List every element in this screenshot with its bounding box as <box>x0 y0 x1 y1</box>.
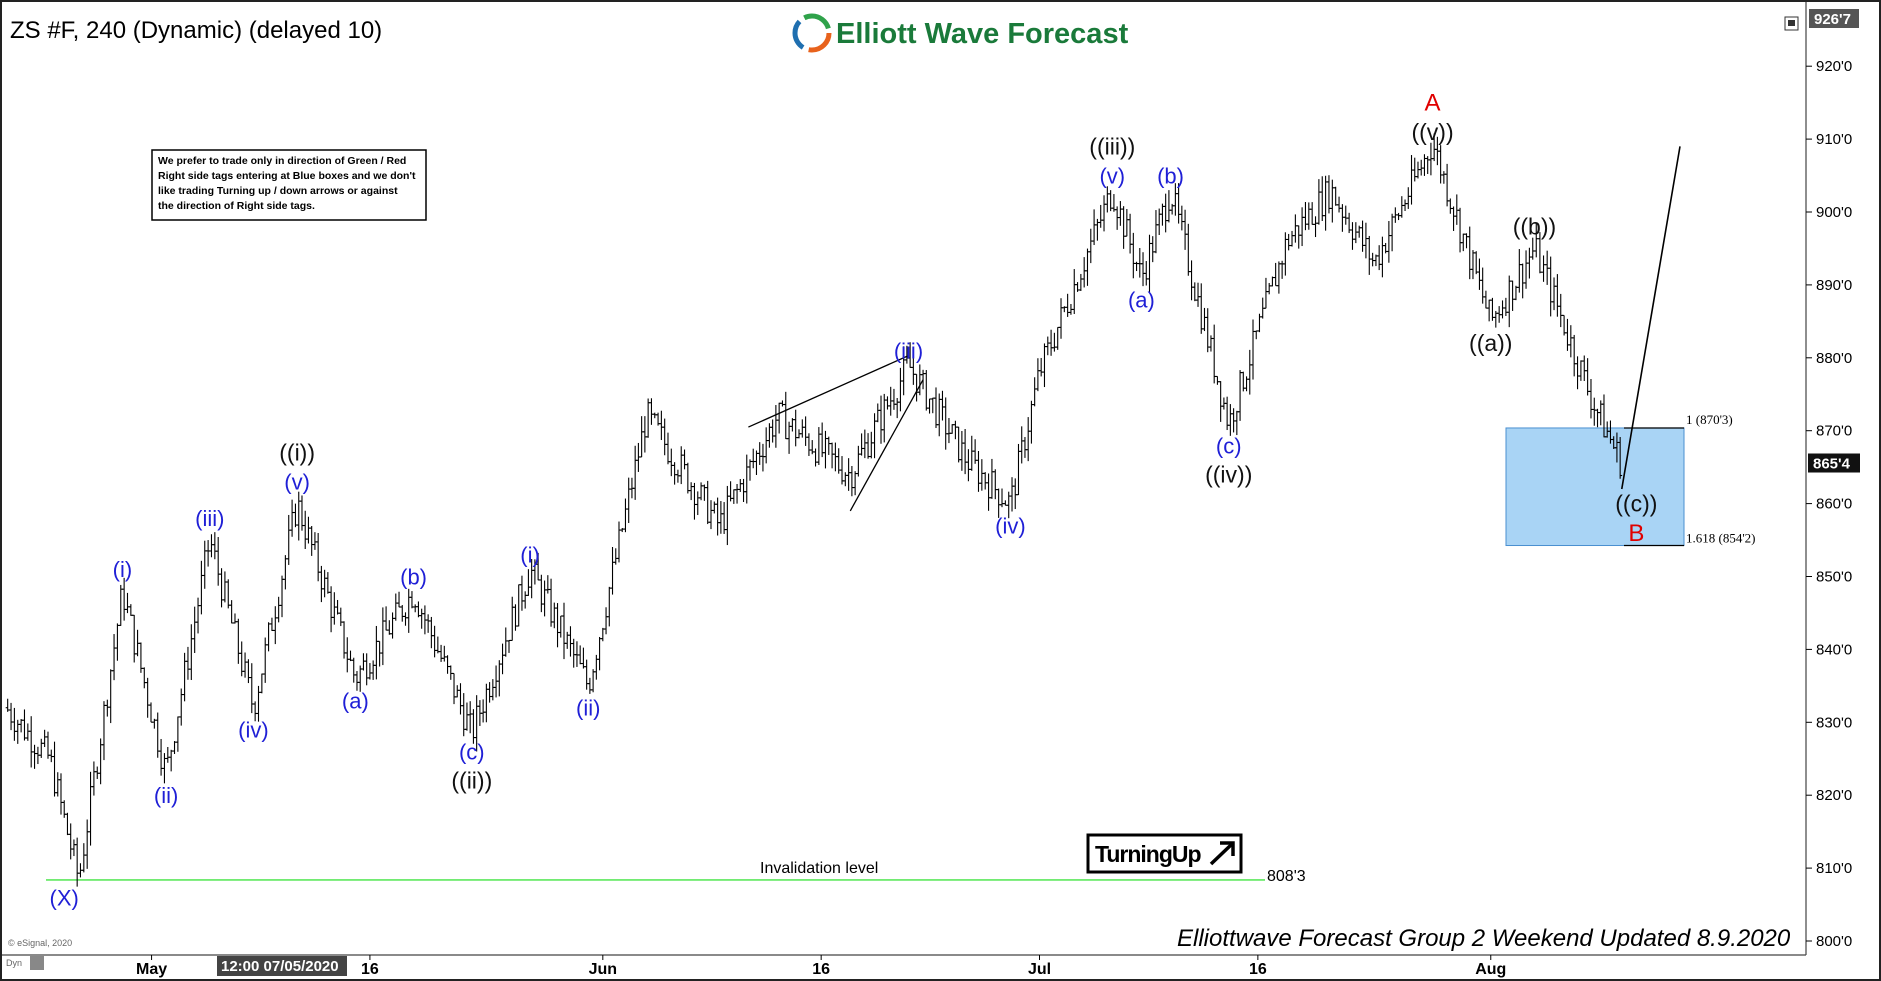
wave-label: (v) <box>284 470 310 495</box>
y-tick-label: 860'0 <box>1816 496 1852 513</box>
wave-label: ((v)) <box>1411 119 1453 145</box>
price-bars <box>5 133 1623 887</box>
x-tick-label: 16 <box>1249 961 1267 978</box>
wave-label: ((iv)) <box>1205 461 1252 487</box>
note-line: Right side tags entering at Blue boxes a… <box>158 170 416 182</box>
wave-overlay <box>748 146 1681 512</box>
y-tick-label: 870'0 <box>1816 423 1852 440</box>
trading-note-box: We prefer to trade only in direction of … <box>151 149 427 221</box>
note-line: the direction of Right side tags. <box>158 200 315 212</box>
y-tick-label: 840'0 <box>1816 641 1852 658</box>
invalidation-value: 808'3 <box>1267 868 1306 885</box>
wave-label: ((b)) <box>1513 214 1556 240</box>
fib-level-1618-label: 1.618 (854'2) <box>1686 531 1756 546</box>
wave-label: (b) <box>400 565 427 590</box>
y-tick-label: 920'0 <box>1816 58 1852 75</box>
wedge-upper-line <box>748 355 909 428</box>
note-line: We prefer to trade only in direction of … <box>158 155 406 167</box>
top-price-label: 926'7 <box>1814 11 1851 28</box>
footer-updated-text: Elliottwave Forecast Group 2 Weekend Upd… <box>1177 925 1791 952</box>
projection-line <box>1620 146 1681 490</box>
dyn-toggle-icon[interactable] <box>30 956 44 970</box>
blue-target-box <box>1505 427 1685 547</box>
x-tick-label: 16 <box>361 961 379 978</box>
y-tick-label: 890'0 <box>1816 277 1852 294</box>
wave-label: (i) <box>113 557 133 582</box>
note-line: like trading Turning up / down arrows or… <box>158 185 398 197</box>
y-tick-label: 800'0 <box>1816 933 1852 950</box>
ohlc-bar <box>1618 437 1623 479</box>
wave-label: B <box>1628 520 1644 547</box>
logo-ring-orange-icon <box>792 13 832 53</box>
wave-label: ((iii)) <box>1089 133 1135 159</box>
turning-up-badge: TurningUp <box>1086 833 1243 874</box>
y-tick-label: 830'0 <box>1816 714 1852 731</box>
wave-label: (c) <box>1216 433 1242 458</box>
x-tick-label: Jun <box>589 961 617 978</box>
window-restore-icon[interactable] <box>1784 16 1799 31</box>
wave-label: ((a)) <box>1469 330 1512 356</box>
y-tick-label: 850'0 <box>1816 569 1852 586</box>
turning-up-label: TurningUp <box>1095 841 1201 867</box>
dyn-label: Dyn <box>6 958 22 968</box>
wave-label: (iv) <box>238 718 269 743</box>
wave-label: (ii) <box>576 696 600 721</box>
wave-label: ((i)) <box>279 440 315 466</box>
wave-label: ((c)) <box>1615 491 1657 517</box>
fib-level-1-label: 1 (870'3) <box>1686 412 1733 427</box>
arrow-up-right-icon <box>1209 841 1235 866</box>
x-tick-label: May <box>136 961 167 978</box>
brand-logo <box>792 13 832 53</box>
y-tick-label: 910'0 <box>1816 131 1852 148</box>
logo-ring-blue-icon <box>792 13 832 53</box>
current-price-label: 865'4 <box>1813 456 1851 473</box>
y-tick-label: 900'0 <box>1816 204 1852 221</box>
wave-label: ((ii)) <box>451 768 492 794</box>
wave-labels: (X) (i) (ii) (iii) (iv) (v) ((i)) (a) (b) (c) ((ii… <box>50 90 1658 911</box>
crosshair-date-label: 12:00 07/05/2020 <box>221 958 339 975</box>
y-tick-label: 820'0 <box>1816 787 1852 804</box>
copyright-text: © eSignal, 2020 <box>8 938 72 948</box>
wave-label: (iv) <box>995 513 1026 538</box>
x-tick-label: Jul <box>1028 961 1051 978</box>
wedge-lower-line <box>849 379 924 512</box>
wave-label: (c) <box>459 739 485 764</box>
y-tick-label: 810'0 <box>1816 860 1852 877</box>
crosshair-date-box <box>217 956 347 976</box>
wave-label: (a) <box>342 688 369 713</box>
chart-title: ZS #F, 240 (Dynamic) (delayed 10) <box>10 17 382 44</box>
wave-label: (v) <box>1099 164 1125 189</box>
wave-label: (iii) <box>894 339 923 364</box>
price-axis: 800'0 810'0 820'0 830'0 840'0 850'0 860'0 870'0… <box>1806 58 1852 950</box>
wave-label: A <box>1425 90 1441 117</box>
invalidation-label: Invalidation level <box>760 860 878 877</box>
wave-label: (i) <box>520 543 540 568</box>
wave-label: (iii) <box>195 506 224 531</box>
top-price-tag: 926'7 <box>1809 9 1859 28</box>
x-tick-label: Aug <box>1475 961 1506 978</box>
wave-label: (X) <box>50 885 79 910</box>
wave-label: (b) <box>1157 164 1184 189</box>
y-tick-label: 880'0 <box>1816 350 1852 367</box>
logo-ring-green-icon <box>792 13 832 53</box>
wave-label: (ii) <box>154 783 178 808</box>
wave-label: (a) <box>1128 287 1155 312</box>
x-tick-label: 16 <box>812 961 830 978</box>
brand-name: Elliott Wave Forecast <box>836 18 1129 50</box>
time-axis: May 16 Jun 16 Jul 16 Aug <box>136 955 1506 978</box>
current-price-tag: 865'4 <box>1808 453 1860 473</box>
